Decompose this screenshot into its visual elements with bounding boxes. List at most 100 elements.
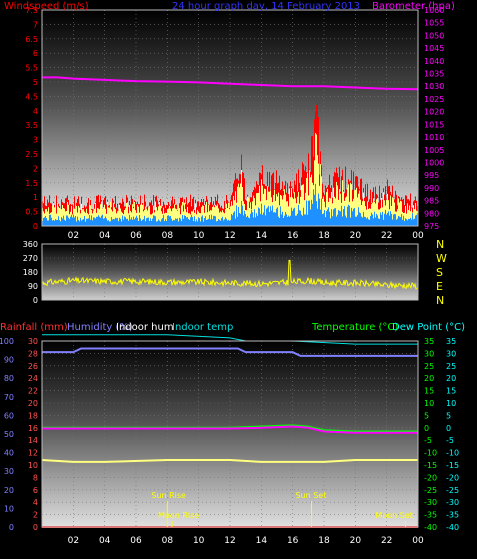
hour-tick-label: 16 [287,231,299,241]
barometer-tick-label: 1055 [424,19,444,28]
rain-tick-label: 20 [4,486,14,495]
temp-tick-label: 25 [424,362,434,371]
temp-tick-label: -35 [424,511,437,520]
hour-tick-label: 00 [412,536,424,546]
dew-tick-label: -30 [446,498,459,507]
humidity-tick-label: 4 [33,498,38,507]
annotation-label: Sun Rise [151,491,186,500]
windspeed-tick-label: 1 [33,193,38,202]
barometer-tick-label: 980 [424,209,439,218]
rain-tick-label: 80 [4,374,14,383]
humidity-tick-label: 0 [33,523,38,532]
barometer-tick-label: 985 [424,197,439,206]
temp-tick-label: 5 [424,411,429,420]
rain-tick-label: 30 [4,467,14,476]
legend-entry: Humidity (%) [67,322,133,333]
temp-panel-legend: Rainfall (mm) Humidity (%)Indoor humIndoo… [0,322,465,333]
dew-tick-label: -40 [446,523,459,532]
hour-tick-label: 00 [412,231,424,241]
compass-label: N [436,294,444,307]
wind-panel-grid [42,9,419,227]
rain-tick-label: 10 [4,504,14,513]
direction-degree-ticks: 0 90 180 270 360 [23,240,38,305]
hour-tick-label: 12 [224,536,235,546]
barometer-tick-label: 1025 [424,95,444,104]
legend-entry: Indoor temp [172,322,233,333]
dew-tick-label: -10 [446,449,459,458]
direction-tick-label: 90 [28,282,38,291]
humidity-tick-label: 6 [33,486,38,495]
rain-tick-label: 100 [0,337,14,346]
series-line-indoor-temp [42,334,418,345]
humidity-tick-label: 10 [28,461,38,470]
humidity-tick-label: 26 [28,362,38,371]
humidity-tick-label: 18 [28,411,38,420]
direction-tick-label: 180 [23,268,38,277]
annotation-label: Sun Set [295,491,326,500]
windspeed-axis-label: Windspeed (m/s) [4,1,89,12]
rain-tick-label: 70 [4,393,14,402]
barometer-tick-label: 975 [424,222,439,231]
barometer-tick-label: 1015 [424,120,444,129]
dew-tick-label: -20 [446,473,459,482]
humidity-tick-label: 24 [28,374,38,383]
windspeed-tick-label: 3 [33,136,38,145]
hour-tick-label: 06 [130,231,142,241]
humidity-tick-label: 2 [33,511,38,520]
series-line-humidity- [42,347,418,357]
dew-tick-label: 0 [446,424,451,433]
windspeed-tick-label: 0 [33,222,38,231]
barometer-tick-label: 1040 [424,57,444,66]
humidity-tick-label: 30 [28,337,38,346]
temp-tick-label: 15 [424,387,434,396]
windspeed-tick-label: 6 [33,49,38,58]
hour-tick-label: 18 [318,536,330,546]
legend-entry: Rainfall (mm) [0,322,68,333]
hour-tick-label: 14 [256,231,268,241]
humidity-tick-label: 16 [28,424,38,433]
direction-tick-label: 360 [23,240,38,249]
direction-tick-label: 0 [33,296,38,305]
graph-title: 24 hour graph day, 14 February 2013 [172,1,360,12]
hour-tick-label: 22 [381,536,392,546]
windspeed-tick-label: 4.5 [25,92,38,101]
barometer-tick-label: 1050 [424,31,444,40]
hour-tick-label: 08 [162,231,174,241]
barometer-axis-label: Barometer (hpa) [372,1,455,12]
legend-entry: Indoor hum [116,322,174,333]
temp-tick-label: 20 [424,374,434,383]
hour-tick-label: 06 [130,536,142,546]
dew-tick-label: -35 [446,511,459,520]
rain-tick-label: 0 [9,523,14,532]
windspeed-tick-label: 5 [33,78,38,87]
barometer-tick-label: 1005 [424,146,444,155]
rain-tick-label: 90 [4,356,14,365]
wind-panel-hour-ticks: 02 04 06 08 10 12 14 16 18 20 22 00 [68,231,424,241]
hour-tick-label: 04 [99,231,111,241]
hour-tick-label: 10 [193,536,205,546]
temp-tick-label: -5 [424,436,432,445]
temp-tick-label: -15 [424,461,437,470]
hour-tick-label: 22 [381,231,392,241]
rain-tick-label: 50 [4,430,14,439]
hour-tick-label: 02 [68,231,79,241]
barometer-tick-label: 1000 [424,158,444,167]
compass-label: W [436,252,447,265]
direction-tick-label: 270 [23,254,38,263]
series-line-dew-point-c- [42,425,418,434]
windspeed-tick-label: 6.5 [25,35,38,44]
temp-tick-label: -40 [424,523,437,532]
barometer-line [42,76,419,91]
windspeed-tick-label: 4 [33,107,38,116]
temp-tick-label: 30 [424,349,434,358]
wind-direction-line [41,259,418,290]
barometer-tick-label: 1045 [424,44,444,53]
annotation-label: Moon Rise [158,511,199,520]
temp-tick-label: 0 [424,424,429,433]
dew-tick-label: 35 [446,337,456,346]
windspeed-tick-label: 7 [33,20,38,29]
temperature-ticks: 35 35 30 30 25 25 20 20 15 15 10 10 5 5 0 0 -5 -5 -10 -10 -1… [424,337,459,532]
hour-tick-label: 12 [224,231,235,241]
